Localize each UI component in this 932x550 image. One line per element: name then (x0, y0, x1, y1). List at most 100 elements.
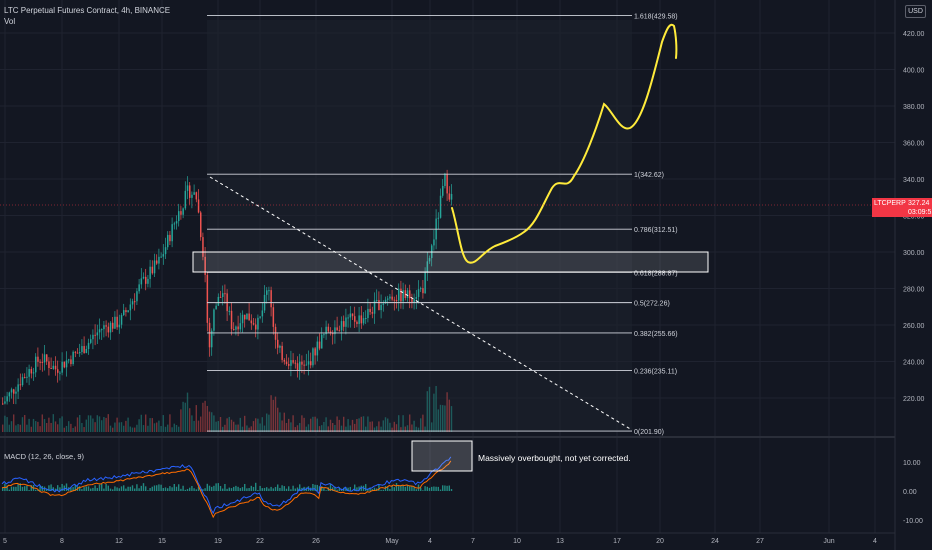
candle-body (398, 288, 400, 301)
macd-histogram-bar (70, 487, 72, 491)
macd-histogram-bar (2, 487, 4, 491)
volume-bar (182, 401, 184, 432)
candle-body (395, 299, 398, 301)
candle-body (4, 401, 6, 404)
macd-histogram-bar (81, 489, 83, 491)
volume-bar (318, 426, 321, 432)
macd-histogram-bar (182, 485, 184, 491)
candle-body (382, 303, 385, 305)
volume-bar (332, 423, 334, 432)
candle-body (164, 247, 167, 255)
price-axis-label: 400.00 (903, 68, 925, 75)
candle-body (41, 361, 44, 363)
volume-bar (274, 396, 277, 432)
candle-body (98, 329, 101, 333)
fib-level-label: 0(201.90) (634, 429, 664, 436)
volume-bar (391, 427, 393, 432)
candle-body (211, 330, 213, 348)
macd-histogram-bar (103, 488, 105, 491)
candle-body (79, 351, 81, 354)
volume-bar (237, 424, 239, 432)
candle-body (13, 389, 15, 394)
macd-histogram-bar (444, 485, 446, 491)
macd-histogram-bar (222, 488, 224, 491)
candle-body (314, 348, 316, 356)
currency-button[interactable]: USD (905, 5, 926, 18)
volume-bar (171, 427, 173, 432)
volume-bar (10, 421, 13, 432)
candle-body (413, 298, 415, 303)
volume-bar (217, 421, 219, 432)
volume-bar (147, 425, 149, 432)
candlesticks (2, 169, 453, 405)
volume-bar (134, 427, 136, 432)
macd-histogram-bar (294, 488, 296, 491)
candle-body (345, 317, 347, 327)
candle-body (420, 288, 422, 290)
time-axis-label: 22 (256, 538, 264, 545)
volume-bar (378, 421, 380, 432)
candle-body (224, 293, 226, 295)
macd-histogram-bar (96, 488, 98, 491)
volume-bar (301, 415, 303, 432)
volume-bar (281, 420, 283, 432)
candle-body (125, 310, 127, 313)
candle-body (316, 341, 319, 356)
candle-body (347, 317, 349, 319)
volume-bar (149, 418, 151, 432)
time-axis-label: 13 (556, 538, 564, 545)
volume-bar (116, 417, 118, 432)
volume-bar (316, 418, 318, 432)
macd-histogram-bar (142, 483, 145, 491)
volume-bar (32, 418, 35, 432)
candle-body (301, 361, 303, 365)
volume-bar (325, 417, 327, 432)
candle-body (120, 315, 123, 325)
candle-body (266, 290, 268, 295)
candle-body (406, 290, 409, 298)
volume-bar (213, 415, 215, 432)
volume-bar (296, 425, 299, 432)
volume-bar (103, 417, 105, 432)
candle-body (158, 256, 160, 264)
candle-body (290, 360, 292, 366)
fibonacci-retracement: 1.618(429.58) 1(342.62) 0.786(312.51) 0.618… (207, 14, 678, 436)
volume-bar (2, 424, 4, 432)
volume-bar (26, 424, 28, 432)
volume-label: Vol (4, 17, 16, 26)
macd-histogram-bar (215, 483, 217, 491)
volume-bar (380, 426, 382, 432)
macd-histogram-bar (358, 486, 360, 491)
macd-histogram-bar (59, 487, 61, 491)
macd-histogram-bar (204, 488, 206, 491)
volume-bar (15, 425, 17, 432)
volume-bar (94, 422, 96, 432)
candle-body (43, 354, 46, 363)
candle-body (81, 346, 83, 352)
macd-histogram-bar (206, 483, 208, 491)
macd-histogram-bar (230, 488, 233, 491)
time-axis-label: 19 (214, 538, 222, 545)
macd-histogram-bar (274, 486, 277, 491)
candle-body (358, 315, 360, 324)
macd-histogram-bar (272, 488, 274, 491)
candle-body (323, 334, 325, 336)
candle-body (417, 289, 420, 297)
macd-histogram-bar (28, 490, 30, 491)
candle-body (307, 361, 310, 365)
macd-histogram-bar (17, 484, 19, 491)
candle-body (428, 258, 431, 262)
volume-bar (61, 416, 63, 432)
candle-body (94, 334, 96, 336)
volume-bar (8, 424, 10, 432)
macd-histogram-bar (255, 482, 257, 491)
volume-bar (112, 427, 114, 432)
volume-bar (448, 399, 450, 432)
candle-body (17, 384, 19, 392)
macd-histogram-bar (409, 486, 411, 491)
candle-body (222, 293, 224, 297)
macd-line (1, 456, 452, 515)
volume-bar (376, 426, 378, 432)
macd-histogram-bar (217, 483, 219, 491)
